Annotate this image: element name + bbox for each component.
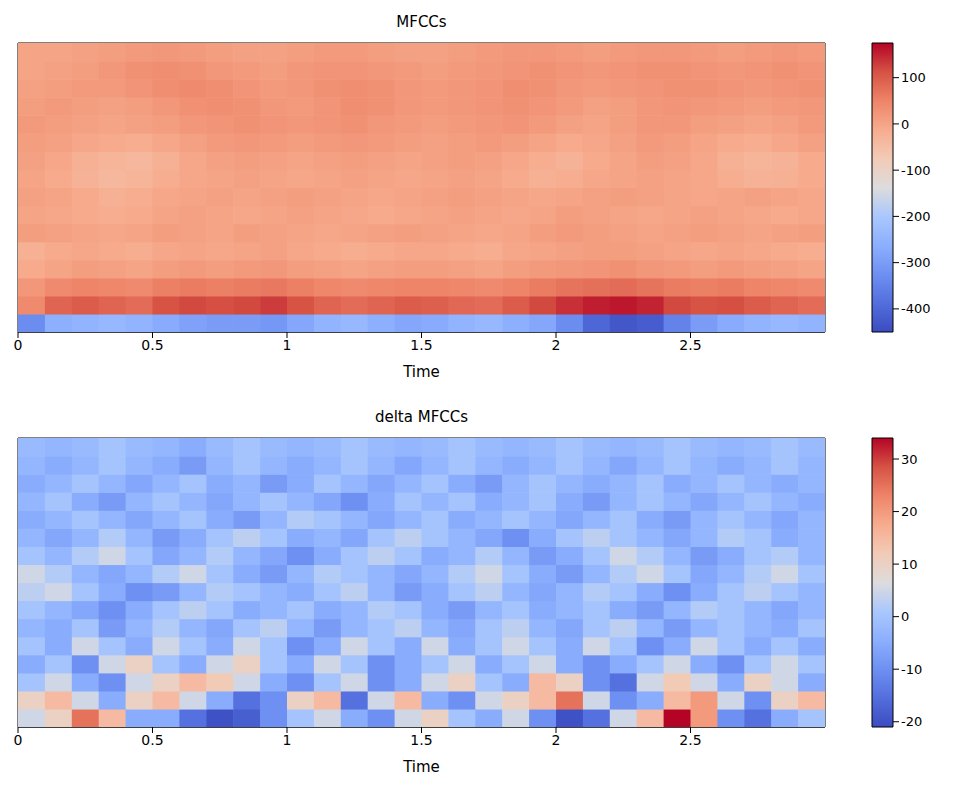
svg-text:Time: Time — [402, 363, 440, 381]
svg-text:100: 100 — [901, 70, 926, 85]
svg-text:0: 0 — [901, 609, 909, 624]
svg-text:2: 2 — [552, 732, 561, 748]
svg-text:-200: -200 — [901, 209, 931, 224]
svg-text:2.5: 2.5 — [679, 732, 701, 748]
svg-text:0: 0 — [14, 732, 23, 748]
svg-text:0: 0 — [14, 337, 23, 353]
svg-text:30: 30 — [901, 452, 918, 467]
html-text:delta MFCCs: delta MFCCs — [375, 408, 468, 426]
svg-text:-400: -400 — [901, 301, 931, 316]
svg-text:1.5: 1.5 — [410, 337, 432, 353]
svg-text:Time: Time — [402, 758, 440, 776]
svg-text:0: 0 — [901, 117, 909, 132]
svg-text:-300: -300 — [901, 255, 931, 270]
html-text:MFCCs: MFCCs — [396, 13, 447, 31]
svg-text:1.5: 1.5 — [410, 732, 432, 748]
svg-text:-20: -20 — [901, 714, 922, 729]
svg-text:-100: -100 — [901, 163, 931, 178]
svg-text:0.5: 0.5 — [141, 732, 163, 748]
svg-text:20: 20 — [901, 504, 918, 519]
svg-text:0.5: 0.5 — [141, 337, 163, 353]
svg-text:1: 1 — [283, 337, 292, 353]
svg-text:1: 1 — [283, 732, 292, 748]
svg-text:2.5: 2.5 — [679, 337, 701, 353]
svg-text:-10: -10 — [901, 662, 922, 677]
svg-text:10: 10 — [901, 557, 918, 572]
svg-text:2: 2 — [552, 337, 561, 353]
